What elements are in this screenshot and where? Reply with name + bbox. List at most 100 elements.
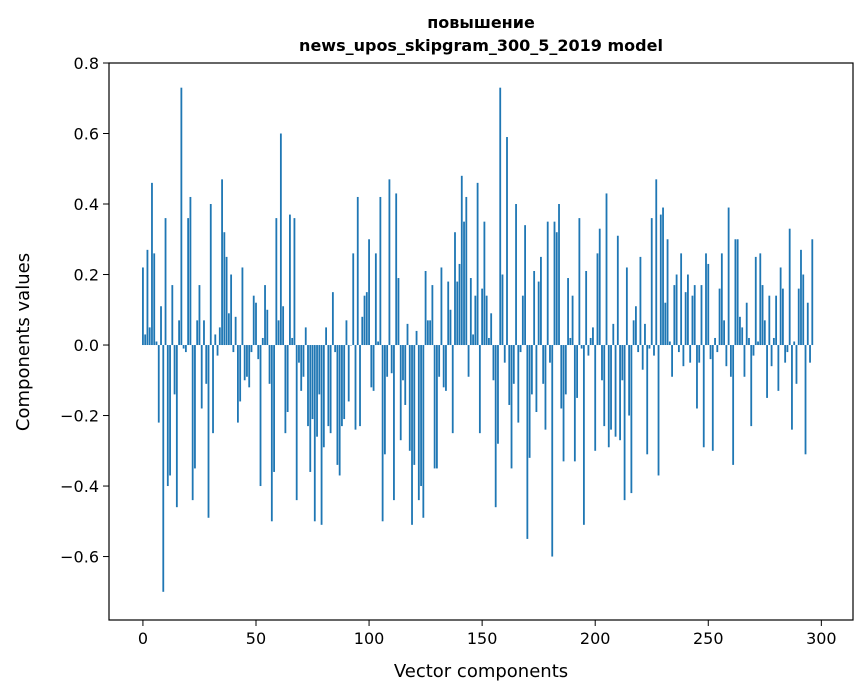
- bar: [209, 204, 212, 346]
- y-tick-label: 0.2: [74, 266, 99, 285]
- bar: [811, 239, 814, 346]
- bar: [334, 345, 337, 353]
- bar: [793, 341, 796, 346]
- bar: [655, 179, 658, 346]
- bar: [567, 278, 569, 346]
- x-tick-label: 300: [806, 629, 837, 648]
- bar: [363, 295, 366, 346]
- bar: [571, 295, 574, 346]
- bar: [268, 345, 271, 384]
- chart-title-line1: повышение: [427, 13, 535, 32]
- bar: [381, 345, 384, 522]
- bar: [739, 316, 741, 346]
- bar: [273, 345, 275, 472]
- bar: [578, 218, 581, 346]
- bar: [429, 320, 432, 346]
- bar: [732, 345, 735, 465]
- bar: [169, 345, 171, 476]
- bar: [806, 302, 809, 346]
- bar: [768, 295, 771, 346]
- bar: [440, 267, 443, 346]
- bar: [433, 345, 436, 469]
- bar: [216, 345, 219, 356]
- y-tick-label: −0.6: [60, 548, 99, 567]
- bar: [546, 221, 549, 346]
- bar: [230, 274, 233, 346]
- bar: [657, 345, 660, 476]
- bar: [383, 345, 386, 455]
- bar: [445, 345, 447, 391]
- bar: [705, 253, 707, 346]
- bar: [761, 285, 764, 346]
- bar: [596, 253, 599, 346]
- bar: [175, 345, 178, 508]
- bar: [682, 345, 685, 367]
- bar: [356, 196, 359, 346]
- bar: [246, 345, 248, 377]
- y-axis-label: Components values: [13, 253, 34, 431]
- bar: [286, 345, 289, 413]
- bar: [343, 345, 346, 420]
- bar: [535, 345, 538, 413]
- bar: [680, 253, 683, 346]
- bar: [562, 345, 565, 462]
- bar: [250, 345, 253, 353]
- y-axis-ticks: −0.6 −0.4 −0.2 0.0 0.2 0.4 0.6 0.8: [60, 54, 109, 567]
- bar: [700, 285, 703, 346]
- bar: [797, 288, 800, 346]
- bar: [361, 316, 364, 346]
- bar: [374, 253, 377, 346]
- bar: [549, 345, 551, 363]
- bar: [442, 345, 445, 388]
- bar: [499, 87, 502, 346]
- bar: [537, 281, 540, 346]
- bar: [508, 345, 511, 405]
- bar: [533, 270, 536, 346]
- bar: [716, 345, 719, 353]
- bar: [203, 320, 205, 346]
- bar: [619, 345, 621, 441]
- bar: [804, 345, 807, 455]
- bar: [386, 345, 389, 377]
- bar: [270, 345, 273, 522]
- x-tick-label: 50: [246, 629, 266, 648]
- bar: [639, 256, 642, 346]
- bar: [610, 345, 612, 430]
- bar: [341, 345, 343, 427]
- bar: [449, 309, 452, 346]
- bar: [506, 137, 508, 346]
- bar: [725, 345, 728, 367]
- bar: [723, 320, 726, 346]
- bar: [648, 345, 651, 349]
- bar: [417, 345, 420, 501]
- bar: [399, 345, 402, 441]
- y-tick-label: −0.2: [60, 407, 99, 426]
- bar: [673, 285, 676, 346]
- x-tick-label: 200: [580, 629, 611, 648]
- bar: [413, 345, 416, 465]
- x-tick-label: 250: [693, 629, 724, 648]
- bar: [772, 337, 775, 346]
- x-tick-label: 100: [354, 629, 385, 648]
- bar: [512, 345, 515, 384]
- bar: [530, 345, 533, 395]
- bar: [218, 327, 221, 346]
- bar: [395, 193, 398, 346]
- bar: [594, 345, 597, 451]
- bar: [291, 337, 294, 346]
- bar: [664, 302, 667, 346]
- bar: [592, 327, 594, 346]
- bar: [379, 196, 382, 346]
- bar: [795, 345, 798, 384]
- y-tick-label: 0.4: [74, 195, 99, 214]
- bar: [718, 288, 721, 346]
- bar: [478, 345, 481, 434]
- bar: [515, 204, 517, 346]
- bar: [517, 345, 520, 423]
- bar: [322, 345, 325, 448]
- bar: [289, 214, 291, 346]
- bar: [451, 345, 454, 434]
- bar: [490, 313, 493, 346]
- bar: [800, 249, 802, 346]
